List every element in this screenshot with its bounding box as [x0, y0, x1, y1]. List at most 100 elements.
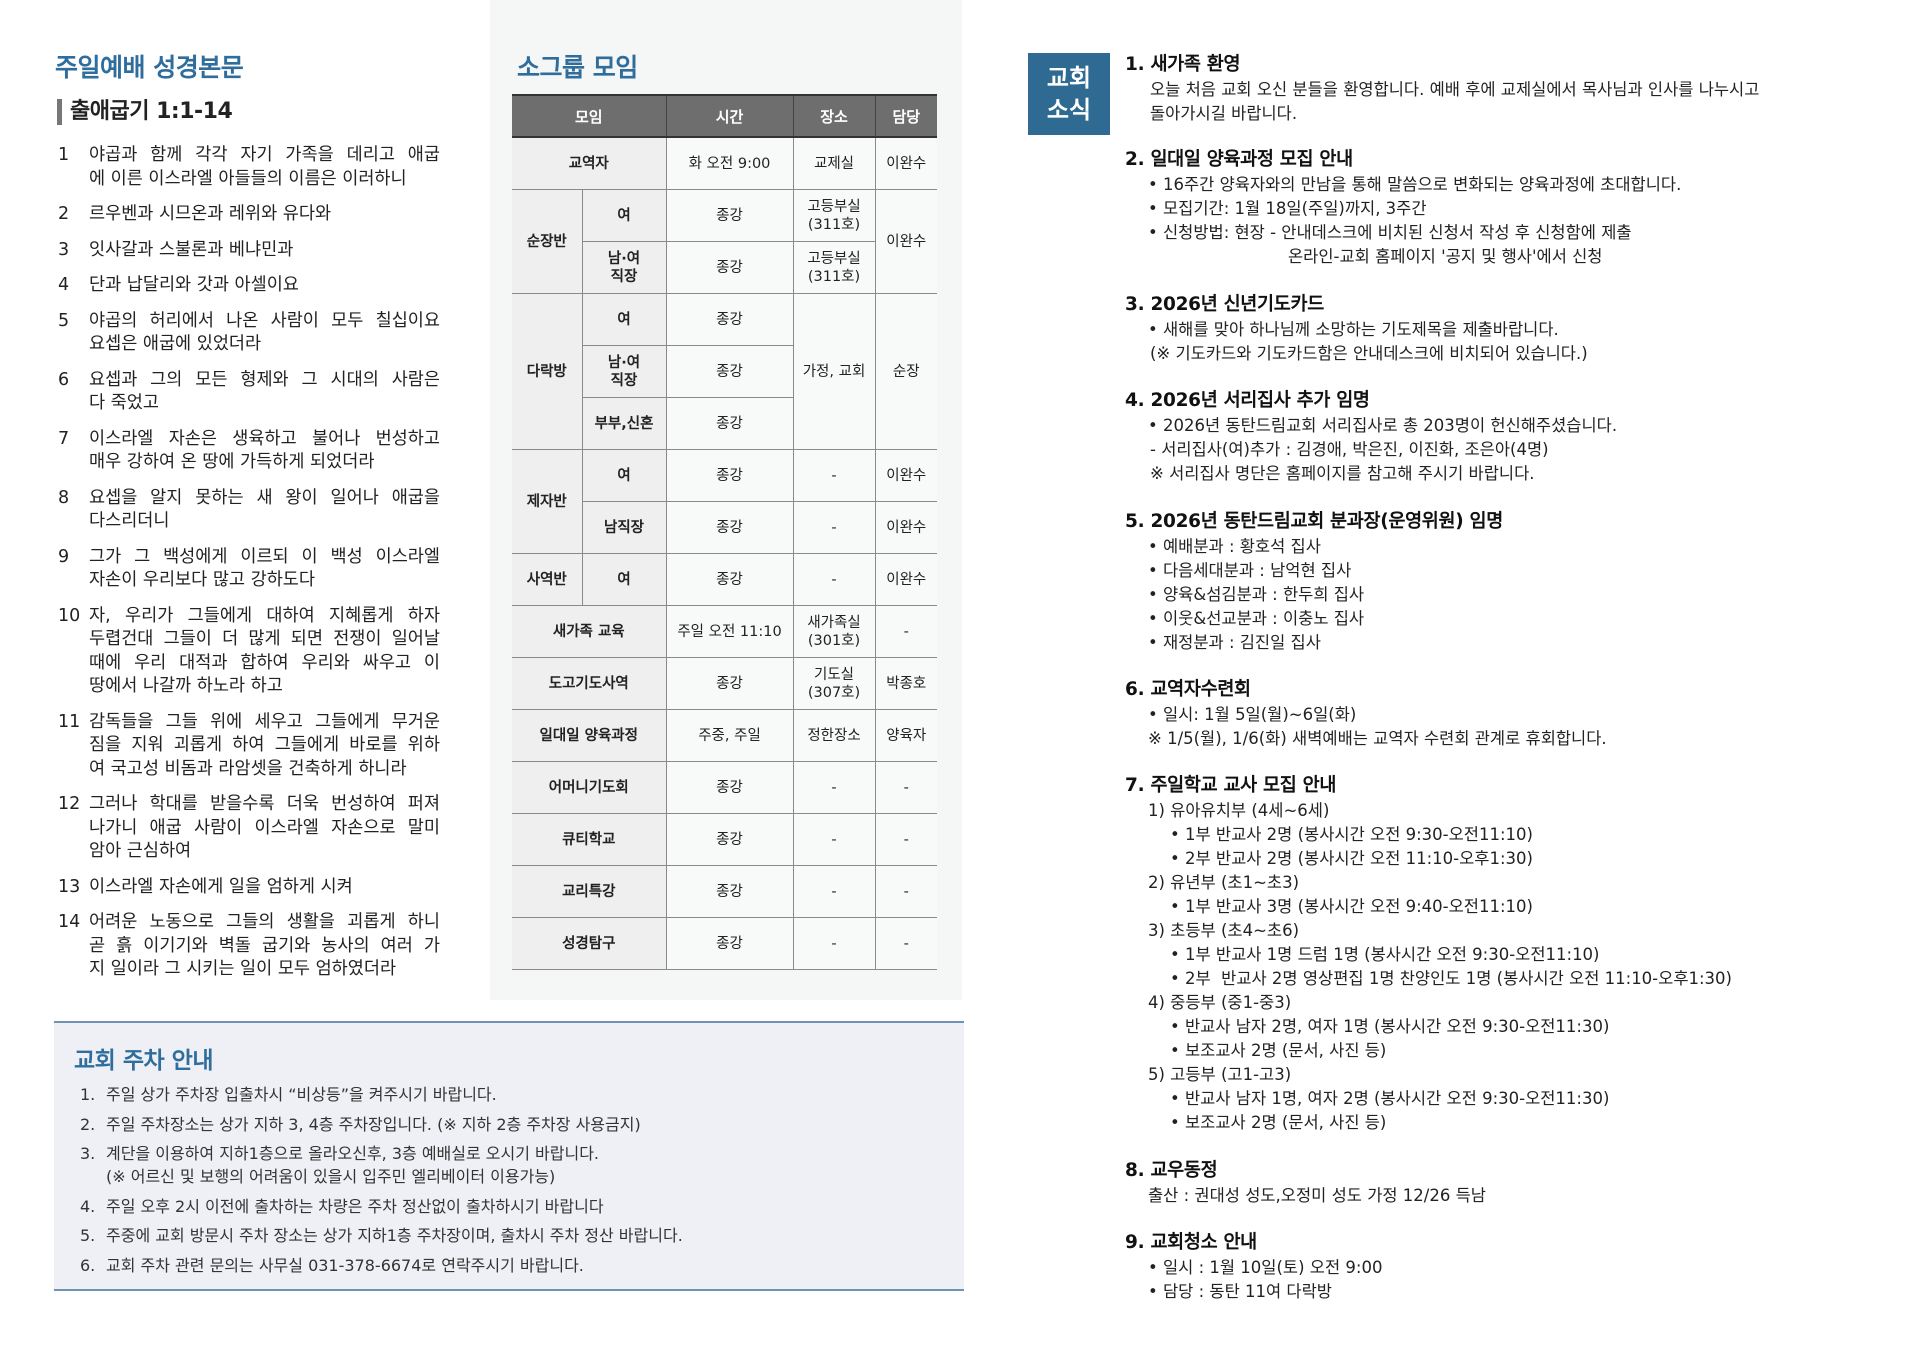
news-section: 6. 교역자수련회 • 일시: 1월 5일(월)~6일(화) ※ 1/5(월), 1… — [1125, 677, 1885, 751]
news-line: • 2부 반교사 2명 (봉사시간 오전 11:10-오후1:30) — [1170, 849, 1533, 868]
table-cell: 종강 — [665, 917, 794, 970]
parking-item-text: 주일 오후 2시 이전에 출차하는 차량은 주차 정산없이 출차하시기 바랍니다 — [106, 1195, 604, 1218]
table-row: 교리특강 종강 - - — [512, 865, 938, 918]
table-cell: 순장반 — [512, 189, 582, 294]
news-line: • 새해를 맞아 하나님께 소망하는 기도제목을 제출바랍니다. — [1148, 320, 1559, 339]
news-line: • 재정분과 : 김진일 집사 — [1148, 633, 1321, 652]
verse-number: 8 — [58, 487, 70, 508]
table-row: 교역자 화 오전 9:00 교제실 이완수 — [512, 137, 938, 190]
parking-item: 5. 주중에 교회 방문시 주차 장소는 상가 지하1층 주차장이며, 출차시 주… — [80, 1224, 683, 1247]
verse-line: 자손이 우리보다 많고 강하도다 — [89, 570, 315, 590]
news-section: 9. 교회청소 안내 • 일시 : 1월 10일(토) 오전 9:00 • 담당 :… — [1125, 1230, 1885, 1304]
verse-item: 14 어려운 노동으로 그들의 생활을 괴롭게 하니 곧 흙 이기기와 벽돌 굽기와… — [58, 911, 440, 982]
news-line: ※ 서리집사 명단은 홈페이지를 참고해 주시기 바랍니다. — [1150, 464, 1535, 483]
table-cell: 도고기도사역 — [512, 657, 667, 710]
table-row: 순장반 여 종강 고등부실 (311호) 이완수 — [512, 189, 938, 294]
news-heading: 1. 새가족 환영 — [1125, 54, 1241, 75]
news-line: 출산 : 권대성 성도,오정미 성도 가정 12/26 득남 — [1148, 1186, 1486, 1205]
small-group-table: 모임 시간 장소 담당 교역자 화 오전 9:00 교제실 이완수 순장반 여 종강 고등부실 (3… — [512, 94, 938, 970]
table-cell: - — [874, 605, 938, 658]
table-cell: 주중, 주일 — [665, 709, 794, 762]
verse-line: 에 이른 이스라엘 아들들의 이름은 이러하니 — [89, 168, 407, 189]
table-cell: - — [874, 917, 938, 970]
verse-line: 때에 우리 대적과 합하여 우리와 싸우고 이 — [89, 652, 440, 673]
table-cell: 종강 — [665, 657, 794, 710]
table-row: 도고기도사역 종강 기도실 (307호) 박종호 — [512, 657, 938, 710]
news-line: • 모집기간: 1월 18일(주일)까지, 3주간 — [1148, 199, 1427, 218]
verse-line: 나가니 애굽 사람이 이스라엘 자손으로 말미 — [89, 817, 440, 838]
table-row: 다락방 여 종강 가정, 교회 순장 — [512, 293, 938, 450]
table-cell: 사역반 — [512, 553, 582, 606]
table-cell: 고등부실 (311호) — [792, 241, 876, 294]
table-cell: 다락방 — [512, 293, 582, 450]
table-row: 큐티학교 종강 - - — [512, 813, 938, 866]
news-heading: 5. 2026년 동탄드림교회 분과장(운영위원) 임명 — [1125, 511, 1503, 532]
table-cell: 이완수 — [874, 449, 938, 502]
table-cell: 종강 — [665, 449, 794, 502]
verse-line: 다스리더니 — [89, 511, 170, 531]
table-cell: 일대일 양육과정 — [512, 709, 667, 762]
table-row: 남직장 종강 - 이완수 — [512, 501, 938, 554]
news-line: 온라인-교회 홈페이지 '공지 및 행사'에서 신청 — [1288, 247, 1603, 266]
news-line: • 반교사 남자 1명, 여자 2명 (봉사시간 오전 9:30-오전11:30… — [1170, 1089, 1610, 1108]
parking-line: 주일 상가 주차장 입출차시 “비상등”을 켜주시기 바랍니다. — [106, 1085, 497, 1104]
verse-item: 2 르우벤과 시므온과 레위와 유다와 — [58, 203, 440, 227]
verse-text: 자, 우리가 그들에게 대하여 지혜롭게 하자 두렵건대 그들이 더 많게 되면 … — [89, 605, 440, 699]
table-row: 남·여 직장 종강 고등부실 (311호) — [512, 241, 937, 294]
verse-line: 두렵건대 그들이 더 많게 되면 전쟁이 일어날 — [89, 629, 440, 649]
news-line: 5) 고등부 (고1-고3) — [1148, 1065, 1292, 1084]
table-cell: 양육자 — [874, 709, 938, 762]
table-cell: - — [874, 865, 938, 918]
news-heading: 3. 2026년 신년기도카드 — [1125, 294, 1324, 315]
table-cell: 종강 — [665, 293, 794, 346]
news-line: • 양육&섬김분과 : 한두희 집사 — [1148, 585, 1365, 604]
table-row: 새가족 교육 주일 오전 11:10 새가족실 (301호) - — [512, 605, 938, 658]
verse-item: 4 단과 납달리와 갓과 아셀이요 — [58, 274, 440, 298]
verse-number: 4 — [58, 275, 70, 295]
verse-item: 7 이스라엘 자손은 생육하고 불어나 번성하고 매우 강하여 온 땅에 가득하게 … — [58, 428, 440, 475]
table-cell: 주일 오전 11:10 — [665, 605, 794, 658]
news-line: • 보조교사 2명 (문서, 사진 등) — [1170, 1113, 1387, 1132]
news-line: 오늘 처음 교회 오신 분들을 환영합니다. 예배 후에 교제실에서 목사님과 … — [1150, 80, 1760, 99]
verse-text: 야곱의 허리에서 나온 사람이 모두 칠십이요 요셉은 애굽에 있었더라 — [89, 310, 440, 357]
table-cell: 종강 — [665, 865, 794, 918]
verse-line: 야곱과 함께 각각 자기 가족을 데리고 애굽 — [89, 145, 440, 165]
verse-line: 르우벤과 시므온과 레위와 유다와 — [89, 204, 332, 224]
parking-item-number: 5. — [80, 1226, 96, 1245]
verse-line: 짐을 지워 괴롭게 하여 그들에게 바로를 위하 — [89, 735, 440, 755]
verse-number: 2 — [58, 204, 70, 224]
verse-text: 요셉과 그의 모든 형제와 그 시대의 사람은 다 죽었고 — [89, 369, 440, 416]
news-line: • 예배분과 : 황호석 집사 — [1148, 537, 1321, 556]
news-line: • 반교사 남자 2명, 여자 1명 (봉사시간 오전 9:30-오전11:30… — [1170, 1017, 1610, 1036]
verse-number: 3 — [58, 239, 70, 260]
news-section: 7. 주일학교 교사 모집 안내 1) 유아유치부 (4세~6세) • 1부 반교사… — [1125, 773, 1885, 1135]
table-cell: - — [792, 761, 876, 814]
verse-text: 그가 그 백성에게 이르되 이 백성 이스라엘 자손이 우리보다 많고 강하도다 — [89, 546, 440, 593]
news-heading: 8. 교우동정 — [1125, 1160, 1218, 1181]
verse-text: 이스라엘 자손에게 일을 엄하게 시켜 — [89, 876, 440, 900]
news-heading: 2. 일대일 양육과정 모집 안내 — [1125, 149, 1353, 170]
parking-line: 계단을 이용하여 지하1층으로 올라오신후, 3층 예배실로 오시기 바랍니다. — [106, 1144, 600, 1163]
verse-line: 다 죽었고 — [89, 393, 159, 413]
news-line: 1) 유아유치부 (4세~6세) — [1148, 801, 1330, 820]
parking-line: 주중에 교회 방문시 주차 장소는 상가 지하1층 주차장이며, 출차시 주차 … — [106, 1226, 683, 1245]
table-cell: 정한장소 — [792, 709, 876, 762]
table-cell: 새가족 교육 — [512, 605, 667, 658]
table-cell: - — [792, 449, 876, 502]
verse-number: 12 — [58, 794, 81, 814]
table-row: 남·여 직장 종강 — [512, 345, 937, 398]
parking-item-number: 4. — [80, 1196, 96, 1216]
news-line: 돌아가시길 바랍니다. — [1150, 104, 1298, 123]
verse-number: 1 — [58, 145, 70, 165]
column-header: 시간 — [665, 94, 794, 138]
verse-line: 요셉을 알지 못하는 새 왕이 일어나 애굽을 — [89, 487, 440, 508]
parking-item-text: 주일 주차장소는 상가 지하 3, 4층 주차장입니다. (※ 지하 2층 주차… — [106, 1113, 641, 1136]
small-group-title: 소그룹 모임 — [517, 53, 638, 82]
verse-text: 르우벤과 시므온과 레위와 유다와 — [89, 203, 440, 227]
table-cell: - — [874, 761, 938, 814]
parking-line: 주일 오후 2시 이전에 출차하는 차량은 주차 정산없이 출차하시기 바랍니다 — [106, 1196, 604, 1216]
